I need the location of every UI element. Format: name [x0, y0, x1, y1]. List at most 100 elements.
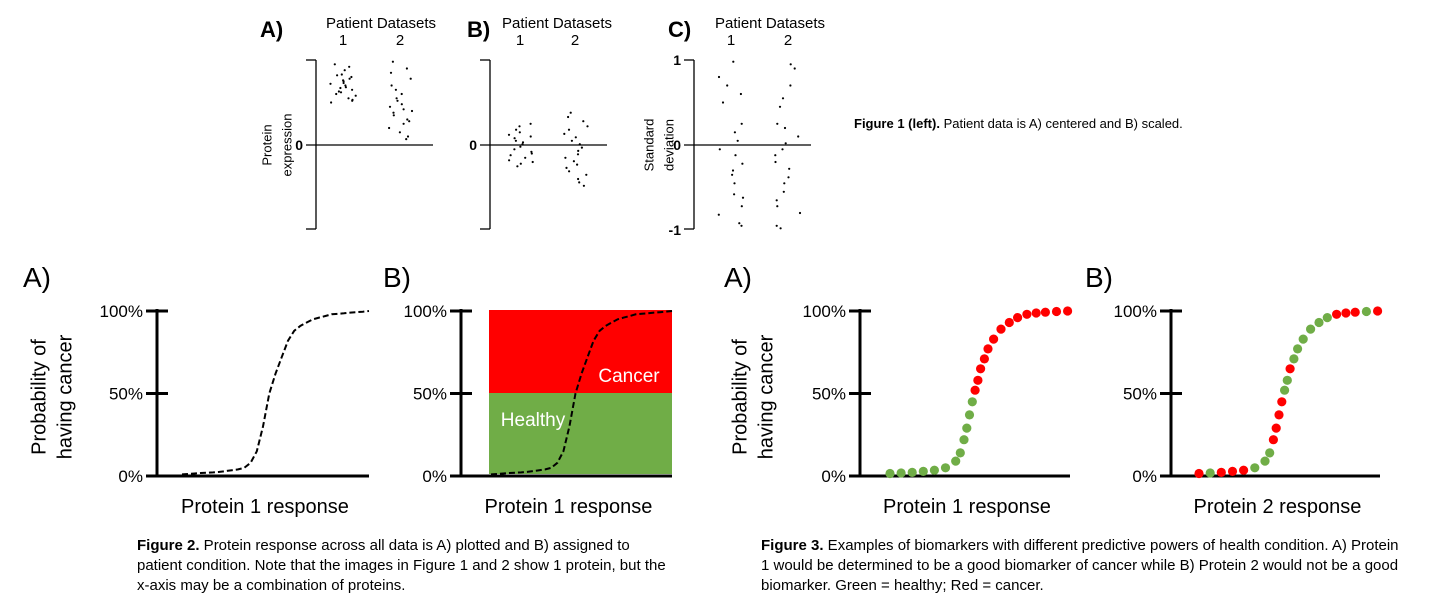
figure1-panel-a-ylabel-line-1: expression — [279, 114, 294, 177]
figure3-panel-b-point-healthy — [1298, 334, 1308, 344]
figure2-panel-a-curve — [181, 310, 370, 476]
figure1-panel-c-dataset-1-point — [741, 196, 745, 199]
figure1-panel-c-dataset-1-point — [733, 131, 737, 134]
figure1-panel-c-dataset-2-point — [779, 227, 782, 230]
figure1-panel-b-dataset-1-point — [531, 160, 534, 164]
figure3-panel-a-point-healthy — [907, 467, 917, 477]
figure1-panel-b-dataset-1-point — [529, 135, 532, 138]
figure1-panel-c-dataset-1-point — [741, 162, 744, 165]
figure1-panel-a-dataset-1-point — [336, 74, 339, 77]
figure1-panel-b-dataset-2-point — [582, 184, 586, 187]
figure3-panel-a-point-healthy — [959, 435, 969, 445]
figure3-panel-b-point-healthy — [1250, 463, 1260, 473]
figure3-panel-a-point-cancer — [996, 324, 1006, 334]
figure2-panel-a-ylabel-line-1: having cancer — [54, 334, 76, 459]
figure2-panel-b-ytick-label-0: 100% — [404, 302, 447, 321]
figure1-panel-b-dataset-2-point — [568, 170, 571, 173]
figure3-panel-b-point-cancer — [1350, 307, 1360, 317]
figure1-panel-a-dataset-2-point — [396, 99, 399, 102]
figure1-panel-a-dataset-1-point — [344, 84, 347, 87]
figure1-panel-b-dataset-1-point — [518, 131, 521, 134]
figure1-panel-b-dataset-1-point — [529, 122, 532, 125]
figure3-panel-a-point-cancer — [1031, 308, 1041, 318]
figure3-panel-b-point-healthy — [1306, 324, 1316, 334]
figure1-panel-c-dataset-2-point — [788, 167, 791, 170]
figure1-panel-b-dataset-2-point — [563, 132, 566, 135]
figure2-panel-a-ytick-label-1: 50% — [109, 385, 143, 404]
healthy-region-label: Healthy — [501, 410, 566, 431]
figure1-panel-b-dataset-1-point — [515, 128, 518, 131]
figure1-caption-text: Patient data is A) centered and B) scale… — [939, 116, 1183, 131]
figure3-panel-b-point-healthy — [1205, 468, 1215, 478]
figure1-panel-a-dataset-2-point — [402, 122, 405, 125]
figure1-panel-c-dataset-2-point — [787, 176, 790, 179]
figure1-panel-b-dataset-2-point — [582, 120, 585, 123]
figure2-caption-text: Protein response across all data is A) p… — [137, 537, 666, 594]
figure1-panel-b-dataset-1-point — [530, 152, 533, 155]
figure1-panel-c-dataset-1-point — [717, 213, 720, 216]
figure1-panel-c-dataset-1-point — [731, 173, 734, 176]
figure1-panel-a-dataset-2-point — [410, 109, 414, 113]
figure1-panel-b-dataset-1-point — [514, 139, 518, 142]
figure1-panel-b-letter: B) — [467, 17, 490, 42]
figure1-panel-a-dataset-1-point — [329, 82, 332, 85]
figure1-panel-a-dataset-2-point — [406, 118, 409, 121]
figure1-panel-b-dataset-2-point — [577, 177, 580, 181]
figure1-panel-a-dataset-1-point — [348, 77, 351, 80]
figure1-panel-b-dataset-2-point — [567, 115, 570, 119]
figure1-panel-a-dataset-1-point — [343, 69, 346, 72]
figure3-panel-b-point-healthy — [1260, 456, 1270, 466]
figure1-panel-b-dataset-1-point — [519, 162, 522, 165]
figure3-panel-a-point-cancer — [1004, 317, 1014, 328]
figure3-panel-a-xlabel: Protein 1 response — [883, 496, 1051, 518]
figure1-panel-c-dataset-2-point — [797, 135, 800, 138]
figure1-panel-c-dataset-1-point — [731, 169, 735, 172]
figure3-panel-a-point-healthy — [918, 466, 928, 476]
figure1-panel-b-dataset-2-point — [564, 156, 567, 159]
figure3-panel-b-point-healthy — [1314, 317, 1324, 328]
figure1-panel-c-dataset-1-point — [721, 101, 725, 104]
figure1-panel-a-dataset-1-point — [333, 63, 336, 66]
figure2-panel-a-xlabel: Protein 1 response — [181, 496, 349, 518]
figure1-panel-a-dataset-2-point — [405, 138, 408, 141]
figure2-caption: Figure 2. Protein response across all da… — [137, 536, 677, 596]
figure2-panel-a-ylabel-line-0: Probability of — [28, 339, 50, 455]
figure1-panel-a-dataset-1-point — [351, 88, 354, 91]
figure3-panel-a-point-healthy — [962, 423, 972, 433]
figure1-panel-b-dataset-1-point — [524, 156, 527, 159]
figure1-panel-a-dataset-2-point — [408, 120, 411, 123]
figure1-panel-b-dataset-1-label: 1 — [516, 32, 524, 49]
figure3-panel-a-point-healthy — [955, 448, 965, 458]
figure1-panel-b-dataset-1-point — [508, 159, 511, 162]
figure1-panel-c-ylabel-line-1: deviation — [661, 119, 676, 171]
figure3-caption: Figure 3. Examples of biomarkers with di… — [761, 536, 1401, 596]
figure3-caption-text: Examples of biomarkers with different pr… — [761, 537, 1399, 594]
figure1-panel-a-dataset-2-point — [398, 131, 401, 134]
figure1-caption: Figure 1 (left). Patient data is A) cent… — [854, 114, 1183, 134]
figure3-panel-a-ytick-label-0: 100% — [803, 302, 846, 321]
figure1-panel-c-dataset-1-point — [734, 154, 737, 157]
figure1-panel-c-dataset-1-point — [733, 193, 736, 196]
figure3-panel-a-point-cancer — [1051, 306, 1062, 317]
figure1-panel-c-dataset-1-point — [732, 60, 735, 63]
figure1-panel-c-ytick-label-1: 0 — [673, 137, 681, 153]
figure3-panel-b-point-cancer — [1239, 465, 1249, 475]
figure1-panel-a-dataset-1-point — [337, 90, 340, 93]
figure2-panel-a-ytick-label-0: 100% — [100, 302, 143, 321]
figure1-panel-b-dataset-2-point — [567, 128, 571, 131]
figure3-panel-a-point-cancer — [1022, 309, 1032, 319]
figure1-panel-c-dataset-1-point — [738, 222, 741, 225]
figure1-panel-b-dataset-1-point — [513, 137, 516, 140]
figure1-panel-c-dataset-2-point — [774, 160, 777, 164]
figure3-panel-b-ytick-label-1: 50% — [1123, 385, 1157, 404]
figure1-panel-b-dataset-2-point — [572, 160, 576, 163]
figure1-panel-c-dataset-1-point — [740, 122, 743, 125]
figure3-panel-a-ytick-label-1: 50% — [812, 385, 846, 404]
figure3-panel-a-point-cancer — [1063, 306, 1073, 316]
figure1-panel-c-ylabel-line-0: Standard — [641, 119, 656, 172]
figure1-panel-b-dataset-1-point — [509, 154, 512, 157]
figure3-panel-b-point-cancer — [1332, 309, 1342, 319]
figure1-panel-c-dataset-2-point — [798, 211, 802, 215]
figure2-panel-b-ytick-label-2: 0% — [422, 467, 447, 486]
